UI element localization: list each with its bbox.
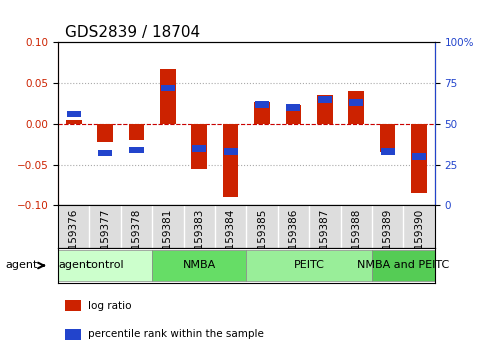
- Text: GSM159390: GSM159390: [414, 209, 424, 272]
- Text: GSM159385: GSM159385: [257, 209, 267, 272]
- Bar: [66, 329, 81, 340]
- Bar: [128, 124, 144, 140]
- FancyBboxPatch shape: [246, 250, 372, 281]
- Text: NMBA: NMBA: [183, 261, 216, 270]
- Text: GSM159376: GSM159376: [69, 209, 79, 272]
- FancyBboxPatch shape: [58, 250, 152, 281]
- Text: control: control: [86, 261, 124, 270]
- Bar: [285, 105, 301, 124]
- Text: GSM159388: GSM159388: [351, 209, 361, 272]
- Bar: [381, 148, 395, 155]
- Text: GSM159384: GSM159384: [226, 209, 236, 272]
- Bar: [191, 124, 207, 169]
- Bar: [160, 69, 176, 124]
- Bar: [66, 300, 81, 311]
- Bar: [129, 147, 143, 153]
- Bar: [223, 124, 239, 197]
- Text: GSM159377: GSM159377: [100, 209, 110, 272]
- Text: GSM159383: GSM159383: [194, 209, 204, 272]
- Text: NMBA and PEITC: NMBA and PEITC: [357, 261, 449, 270]
- Bar: [255, 101, 269, 108]
- Bar: [380, 124, 396, 152]
- Bar: [224, 148, 238, 155]
- Bar: [348, 91, 364, 124]
- FancyBboxPatch shape: [372, 250, 435, 281]
- Text: GSM159389: GSM159389: [383, 209, 393, 272]
- Text: GSM159378: GSM159378: [131, 209, 142, 272]
- Bar: [98, 150, 112, 156]
- Text: GDS2839 / 18704: GDS2839 / 18704: [66, 25, 200, 40]
- Bar: [286, 104, 300, 111]
- Text: GSM159386: GSM159386: [288, 209, 298, 272]
- Bar: [318, 96, 332, 103]
- Text: agent: agent: [5, 261, 38, 270]
- Text: log ratio: log ratio: [88, 301, 131, 310]
- Text: GSM159387: GSM159387: [320, 209, 330, 272]
- Bar: [317, 96, 333, 124]
- Bar: [411, 124, 427, 193]
- Bar: [412, 153, 426, 160]
- Bar: [161, 85, 175, 91]
- Bar: [254, 102, 270, 124]
- Bar: [66, 120, 82, 124]
- Text: GSM159381: GSM159381: [163, 209, 173, 272]
- FancyBboxPatch shape: [152, 250, 246, 281]
- Bar: [349, 99, 363, 106]
- Bar: [192, 145, 206, 152]
- Text: percentile rank within the sample: percentile rank within the sample: [88, 329, 264, 339]
- Text: PEITC: PEITC: [294, 261, 325, 270]
- Bar: [67, 111, 81, 118]
- Bar: [97, 124, 113, 142]
- Text: agent: agent: [58, 261, 91, 270]
